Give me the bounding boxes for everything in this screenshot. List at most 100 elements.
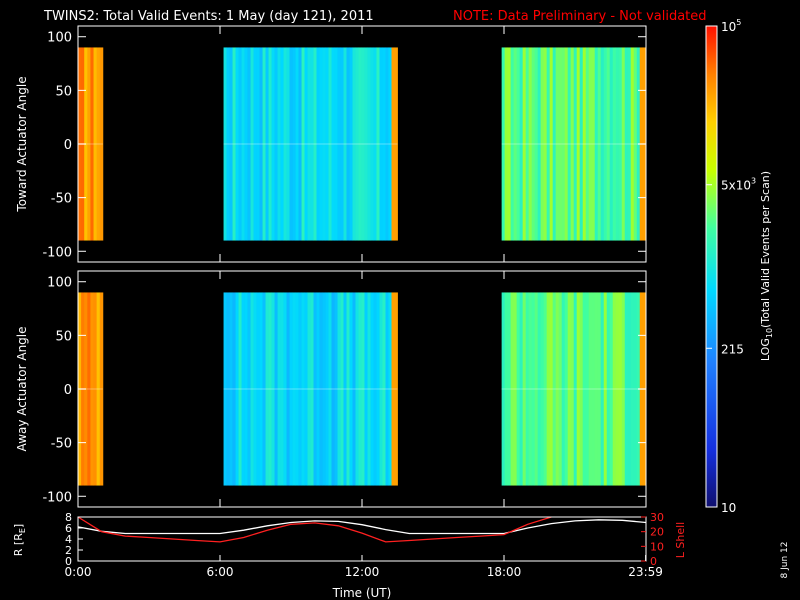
colorbar-tick-label-main: 10	[721, 20, 736, 34]
toward-cell	[298, 47, 302, 241]
colorbar-gradient	[705, 25, 718, 508]
away-cell	[621, 292, 626, 486]
away-cell	[301, 292, 305, 486]
away-cell	[606, 292, 611, 486]
toward-cell	[337, 47, 341, 241]
colorbar-tick-label: 10	[721, 501, 736, 515]
away-cell	[235, 292, 239, 486]
toward-cell	[238, 47, 242, 241]
away-cell	[367, 292, 371, 486]
lshell-tick-label: 0	[650, 555, 657, 568]
toward-cell	[334, 47, 338, 241]
away-cell	[555, 292, 560, 486]
toward-cell	[93, 47, 98, 241]
away-cell	[325, 292, 329, 486]
colorbar-tick-label: 105	[721, 18, 741, 34]
toward-cell	[609, 47, 614, 241]
away-cell	[292, 292, 296, 486]
away-cell	[388, 292, 392, 486]
away-cell	[588, 292, 593, 486]
toward-cell	[621, 47, 626, 241]
away-cell	[256, 292, 260, 486]
toward-cell	[226, 47, 230, 241]
away-cell	[627, 292, 632, 486]
away-cell	[247, 292, 251, 486]
away-center-stripe	[223, 388, 398, 390]
toward-ylabel: Toward Actuator Angle	[15, 76, 29, 212]
away-cell	[603, 292, 608, 486]
toward-cell	[570, 47, 575, 241]
toward-cell	[388, 47, 392, 241]
toward-cell	[582, 47, 587, 241]
toward-cell	[591, 47, 596, 241]
away-cell	[543, 292, 548, 486]
away-panel: 100 50 0 -50 -100 Away Actuator Angle	[15, 270, 647, 508]
away-cell	[96, 292, 101, 486]
away-y-axis: 100 50 0 -50 -100	[42, 271, 647, 507]
colorbar-tick-label: 215	[721, 342, 744, 356]
away-cell	[274, 292, 278, 486]
away-cell	[355, 292, 359, 486]
away-cell	[558, 292, 563, 486]
away-cell	[576, 292, 581, 486]
away-ytick-label: -100	[42, 490, 72, 505]
lshell-tick-label: 30	[650, 511, 664, 524]
away-cell	[504, 292, 509, 486]
lshell-series-line	[77, 516, 552, 543]
date-stamp: 8 Jun 12	[780, 542, 790, 579]
colorbar-tick-label-main: 215	[721, 342, 744, 356]
toward-cell	[379, 47, 383, 241]
colorbar-label-log: LOG	[759, 338, 772, 361]
toward-cell	[343, 47, 347, 241]
r-axis-label-end: ]	[12, 524, 25, 528]
away-ytick-label: 50	[55, 329, 72, 344]
away-cell	[241, 292, 245, 486]
toward-cell	[519, 47, 524, 241]
toward-cell	[588, 47, 593, 241]
toward-cell	[597, 47, 602, 241]
away-cell	[352, 292, 356, 486]
toward-cell	[268, 47, 272, 241]
away-cell	[358, 292, 362, 486]
toward-cell	[316, 47, 320, 241]
toward-cell	[346, 47, 350, 241]
away-cell	[331, 292, 335, 486]
away-cell	[313, 292, 317, 486]
away-cell	[630, 292, 635, 486]
toward-cell	[615, 47, 620, 241]
toward-cell	[370, 47, 374, 241]
toward-cell	[286, 47, 290, 241]
toward-center-stripe	[501, 143, 646, 145]
toward-cell	[516, 47, 521, 241]
toward-cell	[364, 47, 368, 241]
toward-ytick-label: 100	[47, 31, 72, 46]
toward-cell	[265, 47, 269, 241]
away-cell	[349, 292, 353, 486]
away-cell	[93, 292, 98, 486]
away-cell	[262, 292, 266, 486]
toward-cell	[537, 47, 542, 241]
toward-cell	[525, 47, 530, 241]
toward-cell	[355, 47, 359, 241]
toward-cell	[325, 47, 329, 241]
away-cell	[546, 292, 551, 486]
toward-cell	[624, 47, 629, 241]
toward-cell	[564, 47, 569, 241]
away-cell	[382, 292, 386, 486]
toward-cell	[289, 47, 293, 241]
toward-center-stripe	[223, 143, 398, 145]
away-cell	[379, 292, 383, 486]
toward-cell	[307, 47, 311, 241]
away-cell	[277, 292, 281, 486]
away-cell	[519, 292, 524, 486]
away-cell	[594, 292, 599, 486]
toward-cell	[528, 47, 533, 241]
toward-cell	[283, 47, 287, 241]
toward-cell	[292, 47, 296, 241]
colorbar-tick-label: 5x103	[721, 177, 756, 193]
away-cell	[513, 292, 518, 486]
away-cell	[597, 292, 602, 486]
away-cell	[328, 292, 332, 486]
toward-cell	[373, 47, 377, 241]
